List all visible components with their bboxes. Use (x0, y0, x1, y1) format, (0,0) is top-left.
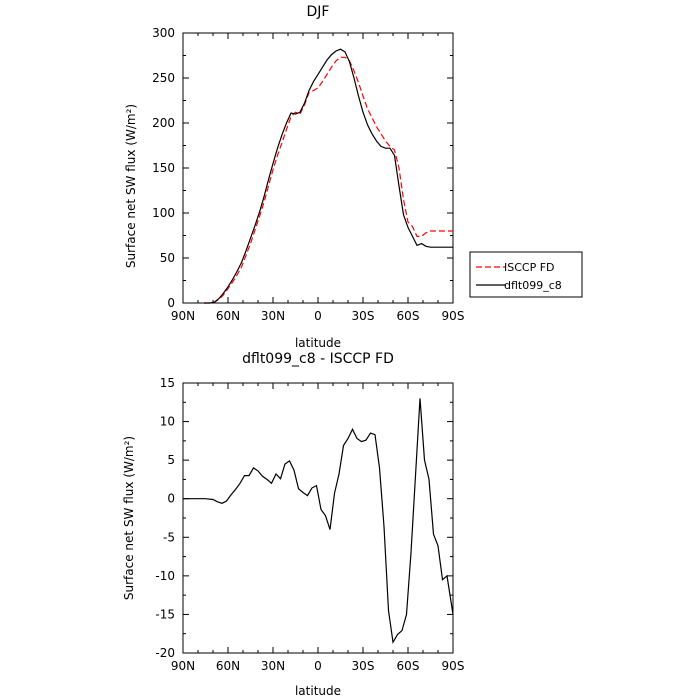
y-tick-label: 0 (167, 296, 175, 310)
top-plot: DJF 90N 60N 30N 0 30S 60S 90S 0 50 100 150 200 250 30… (124, 4, 464, 350)
bottom-plot-series (183, 398, 454, 644)
x-tick-label: 60N (216, 309, 240, 323)
y-tick-label: 0 (167, 492, 175, 506)
series-line-isccp-fd (204, 56, 453, 304)
legend-box (469, 251, 583, 298)
series-line-difference (183, 398, 454, 644)
legend-label-dflt099-c8: dflt099_c8 (504, 279, 562, 292)
x-tick-label: 30N (261, 309, 285, 323)
legend: ISCCP FD dflt099_c8 (469, 251, 583, 298)
bottom-plot: dflt099_c8 - ISCCP FD 90N 60N 30N 0 30S 60S 90… (122, 351, 464, 698)
y-tick-label: 10 (160, 415, 175, 429)
top-plot-ylabel: Surface net SW flux (W/m²) (124, 104, 138, 268)
x-tick-label: 30S (352, 659, 375, 673)
top-plot-title: DJF (307, 4, 330, 20)
x-tick-label: 90S (442, 659, 465, 673)
bottom-plot-ylabel: Surface net SW flux (W/m²) (122, 436, 136, 600)
x-tick-label: 90N (171, 659, 195, 673)
y-tick-label: 100 (152, 206, 175, 220)
x-tick-label: 60S (397, 309, 420, 323)
bottom-plot-ticks: 90N 60N 30N 0 30S 60S 90S -20 -15 -10 -5 0 5 10 15 (155, 376, 464, 673)
y-tick-label: 5 (167, 453, 175, 467)
x-tick-label: 90N (171, 309, 195, 323)
y-tick-label: 300 (152, 26, 175, 40)
y-tick-label: -15 (155, 607, 175, 621)
y-tick-label: 200 (152, 116, 175, 130)
bottom-plot-xlabel: latitude (295, 684, 341, 698)
top-plot-xlabel: latitude (295, 336, 341, 350)
top-plot-series (204, 48, 453, 304)
y-tick-label: 15 (160, 376, 175, 390)
x-tick-label: 60N (216, 659, 240, 673)
legend-label-isccp-fd: ISCCP FD (504, 261, 555, 274)
x-tick-label: 30S (352, 309, 375, 323)
series-line-dflt099-c8 (204, 48, 453, 304)
x-tick-label: 60S (397, 659, 420, 673)
x-tick-label: 30N (261, 659, 285, 673)
x-tick-label: 0 (314, 309, 322, 323)
y-tick-label: -5 (163, 530, 175, 544)
y-tick-label: 150 (152, 161, 175, 175)
top-plot-ticks: 90N 60N 30N 0 30S 60S 90S 0 50 100 150 200 250 300 (152, 26, 464, 323)
bottom-plot-title: dflt099_c8 - ISCCP FD (242, 351, 394, 367)
y-tick-label: 50 (160, 251, 175, 265)
y-tick-label: -20 (155, 646, 175, 660)
y-tick-label: -10 (155, 569, 175, 583)
x-tick-label: 0 (314, 659, 322, 673)
x-tick-label: 90S (442, 309, 465, 323)
y-tick-label: 250 (152, 71, 175, 85)
